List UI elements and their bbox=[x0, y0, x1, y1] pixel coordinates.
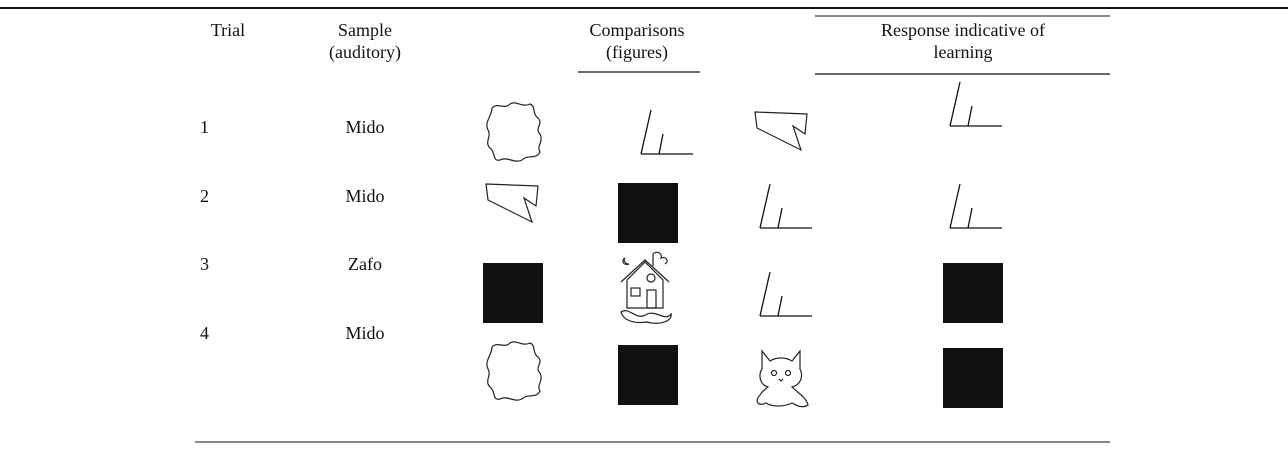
header-cell: Comparisons bbox=[589, 20, 684, 40]
figure-blob bbox=[486, 341, 542, 401]
figure-black-square bbox=[943, 263, 1003, 323]
figure-polygon bbox=[754, 111, 808, 151]
figure-blob bbox=[486, 102, 542, 162]
sample-cell: Zafo bbox=[348, 254, 382, 274]
sample-cell: Mido bbox=[345, 323, 384, 343]
sample-cell: Mido bbox=[345, 186, 384, 206]
figure-lines bbox=[949, 183, 1003, 229]
figure-lines bbox=[640, 109, 694, 155]
header-cell: Response indicative of bbox=[881, 20, 1045, 40]
figure-black-square bbox=[618, 345, 678, 405]
figure-lines bbox=[949, 81, 1003, 127]
figure-black-square bbox=[943, 348, 1003, 408]
figure-lines bbox=[759, 271, 813, 317]
trial-cell: 3 bbox=[200, 254, 209, 274]
header-cell: (figures) bbox=[606, 42, 668, 63]
trial-cell: 4 bbox=[200, 323, 209, 343]
trial-cell: 2 bbox=[200, 186, 209, 206]
figure-black-square bbox=[483, 263, 543, 323]
figure-polygon bbox=[485, 183, 539, 223]
sample-cell: Mido bbox=[345, 117, 384, 137]
header-cell: (auditory) bbox=[329, 42, 401, 63]
figure-house bbox=[620, 251, 672, 324]
trial-cell: 1 bbox=[200, 117, 209, 137]
header-cell: Sample bbox=[338, 20, 392, 40]
figure-cat bbox=[756, 350, 809, 408]
header-cell: Trial bbox=[211, 20, 245, 40]
header-cell: learning bbox=[934, 42, 993, 62]
figure-black-square bbox=[618, 183, 678, 243]
figure-lines bbox=[759, 183, 813, 229]
